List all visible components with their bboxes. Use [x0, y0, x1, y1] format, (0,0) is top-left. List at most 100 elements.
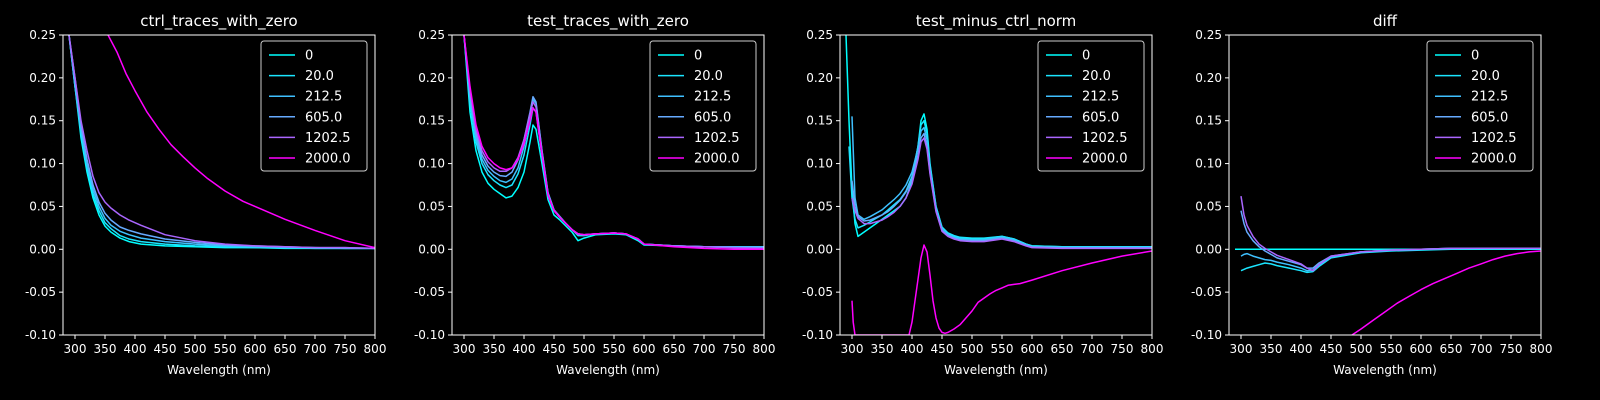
y-tick-label: -0.05 — [802, 285, 833, 299]
legend-label: 212.5 — [1471, 90, 1508, 105]
x-tick-label: 600 — [1410, 342, 1433, 356]
x-tick-label: 300 — [453, 342, 476, 356]
x-tick-label: 550 — [603, 342, 626, 356]
x-tick-label: 800 — [1530, 342, 1553, 356]
x-tick-label: 650 — [274, 342, 297, 356]
x-tick-label: 500 — [184, 342, 207, 356]
series-line-2000.0 — [463, 35, 764, 251]
legend-label: 20.0 — [1082, 69, 1111, 84]
x-tick-label: 500 — [1350, 342, 1373, 356]
legend-label: 1202.5 — [305, 131, 351, 146]
legend-label: 1202.5 — [1082, 131, 1128, 146]
x-tick-label: 350 — [1260, 342, 1283, 356]
y-tick-label: 0.10 — [418, 157, 445, 171]
series-line-0 — [463, 35, 764, 248]
x-tick-label: 800 — [364, 342, 387, 356]
legend-label: 212.5 — [1082, 90, 1119, 105]
y-tick-label: 0.10 — [806, 157, 833, 171]
x-tick-label: 750 — [334, 342, 357, 356]
x-tick-label: 350 — [871, 342, 894, 356]
axes-frame — [839, 34, 1153, 336]
y-tick-label: 0.15 — [29, 114, 56, 128]
x-tick-label: 750 — [1500, 342, 1523, 356]
legend: 0 20.0 212.5 605.0 1202.5 2000.0 — [260, 40, 368, 172]
y-tick-label: 0.05 — [418, 199, 445, 213]
y-tick-label: -0.05 — [25, 285, 56, 299]
x-axis-label: Wavelength (nm) — [944, 363, 1048, 377]
legend-label: 212.5 — [694, 90, 731, 105]
y-tick-label: -0.10 — [802, 328, 833, 342]
series-line-20.0 — [1240, 247, 1541, 274]
x-tick-label: 700 — [304, 342, 327, 356]
legend-label: 212.5 — [305, 90, 342, 105]
y-tick-label: 0.00 — [418, 242, 445, 256]
x-tick-label: 400 — [124, 342, 147, 356]
legend-label: 20.0 — [1471, 69, 1500, 84]
y-tick-label: 0.15 — [1195, 114, 1222, 128]
series-line-2000.0 — [107, 35, 375, 249]
series-group — [68, 35, 375, 250]
y-tick-label: 0.05 — [1195, 199, 1222, 213]
legend-box — [1426, 40, 1534, 172]
legend-label: 2000.0 — [694, 152, 740, 167]
legend-label: 0 — [305, 49, 313, 64]
x-tick-label: 450 — [154, 342, 177, 356]
legend-label: 20.0 — [694, 69, 723, 84]
axes-frame — [451, 34, 765, 336]
y-tick-label: 0.00 — [1195, 242, 1222, 256]
x-tick-label: 650 — [1440, 342, 1463, 356]
x-tick-label: 450 — [543, 342, 566, 356]
x-tick-label: 400 — [1290, 342, 1313, 356]
chart-panel-0: ctrl_traces_with_zero 300 350 400 450 500 550 6… — [25, 12, 387, 377]
chart-title: test_traces_with_zero — [527, 12, 689, 31]
x-tick-label: 350 — [483, 342, 506, 356]
y-tick-label: 0.20 — [806, 71, 833, 85]
series-line-212.5 — [68, 35, 375, 250]
legend-box — [1037, 40, 1145, 172]
y-tick-label: 0.25 — [418, 28, 445, 42]
x-tick-label: 550 — [991, 342, 1014, 356]
x-tick-label: 650 — [663, 342, 686, 356]
series-line-1202.5 — [68, 35, 375, 250]
series-group — [463, 35, 764, 251]
x-tick-label: 350 — [94, 342, 117, 356]
y-tick-label: 0.20 — [1195, 71, 1222, 85]
chart-title: test_minus_ctrl_norm — [916, 12, 1077, 31]
x-tick-label: 650 — [1051, 342, 1074, 356]
legend-label: 0 — [694, 49, 702, 64]
y-tick-label: -0.10 — [25, 328, 56, 342]
y-tick-label: 0.25 — [29, 28, 56, 42]
series-line-1202.5 — [851, 137, 1152, 250]
legend-label: 2000.0 — [1082, 152, 1128, 167]
x-tick-label: 400 — [901, 342, 924, 356]
x-tick-label: 500 — [961, 342, 984, 356]
x-tick-label: 500 — [573, 342, 596, 356]
y-tick-label: 0.25 — [1195, 28, 1222, 42]
axes-frame — [1228, 34, 1542, 336]
chart-title: diff — [1373, 12, 1398, 30]
chart-panel-2: test_minus_ctrl_norm 300 350 400 450 500 550 60… — [802, 12, 1164, 377]
x-tick-label: 700 — [1470, 342, 1493, 356]
legend-label: 605.0 — [694, 110, 731, 125]
x-tick-label: 450 — [931, 342, 954, 356]
y-tick-label: 0.15 — [806, 114, 833, 128]
y-tick-label: 0.10 — [1195, 157, 1222, 171]
x-tick-label: 600 — [633, 342, 656, 356]
x-axis-label: Wavelength (nm) — [556, 363, 660, 377]
legend-box — [260, 40, 368, 172]
legend-label: 2000.0 — [1471, 152, 1517, 167]
chart-panel-3: diff 300 350 400 450 500 550 600 650 700 750 800 -0.… — [1191, 12, 1553, 377]
legend-box — [649, 40, 757, 172]
x-axis-label: Wavelength (nm) — [167, 363, 271, 377]
legend-label: 1202.5 — [1471, 131, 1517, 146]
legend: 0 20.0 212.5 605.0 1202.5 2000.0 — [1037, 40, 1145, 172]
series-group — [845, 35, 1152, 335]
y-tick-label: 0.15 — [418, 114, 445, 128]
y-tick-label: 0.00 — [806, 242, 833, 256]
x-tick-label: 700 — [1081, 342, 1104, 356]
legend-label: 0 — [1471, 49, 1479, 64]
legend-label: 2000.0 — [305, 152, 351, 167]
x-tick-label: 700 — [693, 342, 716, 356]
series-line-2000.0 — [1351, 250, 1541, 335]
